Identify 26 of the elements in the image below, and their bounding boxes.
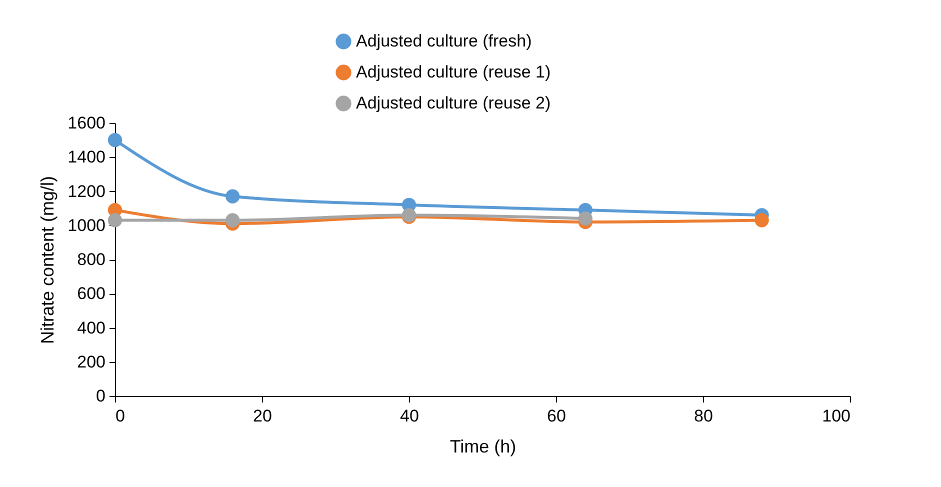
x-tick-label: 20 [253, 406, 272, 426]
y-tick-label: 800 [77, 250, 106, 269]
x-tick-label: 60 [547, 406, 566, 426]
y-tick-label: 1000 [68, 216, 106, 235]
legend-label: Adjusted culture (reuse 2) [356, 94, 551, 112]
point [754, 213, 769, 228]
point [108, 133, 122, 148]
x-axis-title: Time (h) [450, 436, 516, 456]
point [578, 211, 592, 226]
y-tick-label: 1600 [68, 114, 106, 132]
y-tick-label: 1400 [68, 148, 106, 167]
legend-label: Adjusted culture (reuse 1) [356, 62, 551, 82]
y-tick-label: 1200 [68, 182, 106, 201]
y-tick-label: 400 [77, 318, 106, 338]
x-tick-label: 100 [822, 406, 850, 426]
y-tick-label: 600 [77, 284, 106, 304]
point [226, 189, 240, 204]
x-tick-label: 80 [694, 406, 713, 426]
point [226, 213, 240, 228]
legend-label: Adjusted culture (fresh) [356, 32, 532, 50]
y-axis-title: Nitrate content (mg/l) [38, 176, 58, 344]
y-tick-label: 0 [96, 386, 106, 406]
y-tick-label: 200 [77, 352, 106, 372]
x-tick-label: 40 [400, 406, 419, 426]
point [108, 213, 122, 228]
x-tick-label: 0 [116, 406, 125, 426]
